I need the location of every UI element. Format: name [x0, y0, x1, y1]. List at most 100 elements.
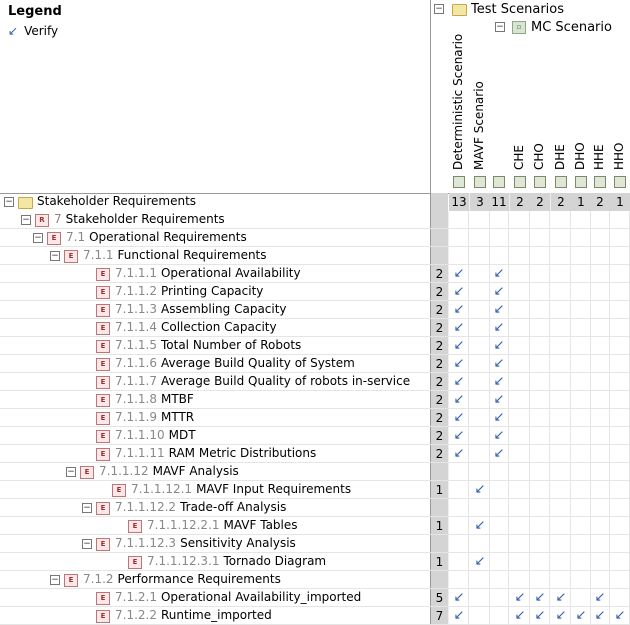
verify-arrow-icon[interactable]: ↙	[453, 374, 465, 389]
requirement-label[interactable]: 7.1.1.2 Printing Capacity	[115, 284, 263, 298]
verify-arrow-icon[interactable]: ↙	[453, 446, 465, 461]
verify-arrow-icon[interactable]: ↙	[453, 590, 465, 605]
collapse-icon[interactable]: −	[33, 233, 43, 243]
requirement-row[interactable]: E 7.1.1.12.2.1 MAVF Tables 1 ↙	[0, 517, 630, 535]
collapse-icon[interactable]: −	[82, 539, 92, 549]
tree-root-label[interactable]: Stakeholder Requirements	[37, 194, 197, 208]
requirement-label[interactable]: 7 Stakeholder Requirements	[54, 212, 225, 226]
column-header[interactable]: CHE	[512, 145, 526, 170]
verify-arrow-icon[interactable]: ↙	[493, 410, 505, 425]
requirement-row[interactable]: E 7.1.1.8 MTBF 2 ↙ ↙	[0, 391, 630, 409]
column-header[interactable]: MAVF Scenario	[472, 81, 486, 170]
column-header[interactable]: DHE	[553, 144, 567, 170]
verify-arrow-icon[interactable]: ↙	[453, 356, 465, 371]
requirement-label[interactable]: 7.1.1.1 Operational Availability	[115, 266, 301, 280]
requirement-row[interactable]: E 7.1.1.2 Printing Capacity 2 ↙ ↙	[0, 283, 630, 301]
requirement-row[interactable]: E 7.1.1.10 MDT 2 ↙ ↙	[0, 427, 630, 445]
column-header[interactable]: CHO	[532, 143, 546, 170]
requirement-label[interactable]: 7.1.1.12.1 MAVF Input Requirements	[131, 482, 351, 496]
verify-arrow-icon[interactable]: ↙	[453, 608, 465, 623]
verify-arrow-icon[interactable]: ↙	[575, 608, 587, 623]
requirement-label[interactable]: 7.1.1.12 MAVF Analysis	[99, 464, 239, 478]
collapse-test-scenarios-icon[interactable]: −	[434, 4, 444, 14]
requirement-row[interactable]: E 7.1.1.12.3.1 Tornado Diagram 1 ↙	[0, 553, 630, 571]
requirement-label[interactable]: 7.1.2.1 Operational Availability_imported	[115, 590, 361, 604]
requirement-label[interactable]: 7.1 Operational Requirements	[66, 230, 247, 244]
requirement-label[interactable]: 7.1.2 Performance Requirements	[83, 572, 281, 586]
verify-arrow-icon[interactable]: ↙	[493, 338, 505, 353]
collapse-icon[interactable]: −	[50, 575, 60, 585]
column-header[interactable]: Deterministic Scenario	[451, 33, 465, 170]
column-header[interactable]: HHE	[592, 144, 606, 170]
requirement-label[interactable]: 7.1.1.10 MDT	[115, 428, 196, 442]
requirement-row[interactable]: E 7.1.1.1 Operational Availability 2 ↙ ↙	[0, 265, 630, 283]
test-scenarios-label[interactable]: Test Scenarios	[471, 2, 565, 17]
verify-arrow-icon[interactable]: ↙	[453, 338, 465, 353]
verify-arrow-icon[interactable]: ↙	[493, 428, 505, 443]
verify-arrow-icon[interactable]: ↙	[453, 284, 465, 299]
verify-arrow-icon[interactable]: ↙	[493, 302, 505, 317]
verify-arrow-icon[interactable]: ↙	[474, 482, 486, 497]
requirement-label[interactable]: 7.1.1.12.3.1 Tornado Diagram	[147, 554, 326, 568]
verify-arrow-icon[interactable]: ↙	[534, 608, 546, 623]
collapse-icon[interactable]: −	[82, 503, 92, 513]
verify-arrow-icon[interactable]: ↙	[555, 590, 567, 605]
requirement-row[interactable]: − E 7.1.2 Performance Requirements	[0, 571, 630, 589]
verify-arrow-icon[interactable]: ↙	[453, 410, 465, 425]
verify-arrow-icon[interactable]: ↙	[453, 302, 465, 317]
verify-arrow-icon[interactable]: ↙	[555, 608, 567, 623]
requirement-label[interactable]: 7.1.1.7 Average Build Quality of robots i…	[115, 374, 410, 388]
verify-arrow-icon[interactable]: ↙	[493, 374, 505, 389]
requirement-label[interactable]: 7.1.1.4 Collection Capacity	[115, 320, 277, 334]
verify-arrow-icon[interactable]: ↙	[493, 266, 505, 281]
requirement-row[interactable]: − E 7.1 Operational Requirements	[0, 229, 630, 247]
verify-arrow-icon[interactable]: ↙	[453, 266, 465, 281]
requirement-row[interactable]: E 7.1.1.5 Total Number of Robots 2 ↙ ↙	[0, 337, 630, 355]
verify-arrow-icon[interactable]: ↙	[594, 590, 606, 605]
requirement-label[interactable]: 7.1.1.9 MTTR	[115, 410, 194, 424]
requirement-row[interactable]: − R 7 Stakeholder Requirements	[0, 211, 630, 229]
verify-arrow-icon[interactable]: ↙	[453, 392, 465, 407]
requirement-row[interactable]: − E 7.1.1 Functional Requirements	[0, 247, 630, 265]
collapse-mc-scenario-icon[interactable]: −	[495, 22, 505, 32]
requirement-label[interactable]: 7.1.1.8 MTBF	[115, 392, 194, 406]
collapse-root-icon[interactable]: −	[4, 197, 14, 207]
requirement-label[interactable]: 7.1.1.12.2 Trade-off Analysis	[115, 500, 286, 514]
collapse-icon[interactable]: −	[21, 215, 31, 225]
requirement-label[interactable]: 7.1.1.3 Assembling Capacity	[115, 302, 287, 316]
verify-arrow-icon[interactable]: ↙	[493, 284, 505, 299]
verify-arrow-icon[interactable]: ↙	[474, 518, 486, 533]
verify-arrow-icon[interactable]: ↙	[614, 608, 626, 623]
verify-arrow-icon[interactable]: ↙	[493, 392, 505, 407]
verify-arrow-icon[interactable]: ↙	[453, 320, 465, 335]
requirement-label[interactable]: 7.1.2.2 Runtime_imported	[115, 608, 272, 622]
column-header[interactable]: DHO	[573, 142, 587, 170]
requirement-row[interactable]: − E 7.1.1.12 MAVF Analysis	[0, 463, 630, 481]
verify-arrow-icon[interactable]: ↙	[453, 428, 465, 443]
requirement-label[interactable]: 7.1.1.12.2.1 MAVF Tables	[147, 518, 298, 532]
requirement-row[interactable]: − E 7.1.1.12.3 Sensitivity Analysis	[0, 535, 630, 553]
collapse-icon[interactable]: −	[50, 251, 60, 261]
requirement-label[interactable]: 7.1.1.6 Average Build Quality of System	[115, 356, 355, 370]
requirement-row[interactable]: E 7.1.1.7 Average Build Quality of robots …	[0, 373, 630, 391]
requirement-row[interactable]: E 7.1.1.4 Collection Capacity 2 ↙ ↙	[0, 319, 630, 337]
verify-arrow-icon[interactable]: ↙	[514, 608, 526, 623]
requirement-row[interactable]: E 7.1.1.3 Assembling Capacity 2 ↙ ↙	[0, 301, 630, 319]
requirement-label[interactable]: 7.1.1.5 Total Number of Robots	[115, 338, 301, 352]
verify-arrow-icon[interactable]: ↙	[594, 608, 606, 623]
requirement-row[interactable]: E 7.1.2.1 Operational Availability_importe…	[0, 589, 630, 607]
collapse-icon[interactable]: −	[66, 467, 76, 477]
requirement-row[interactable]: E 7.1.1.12.1 MAVF Input Requirements 1 ↙	[0, 481, 630, 499]
requirement-row[interactable]: E 7.1.2.2 Runtime_imported 7 ↙ ↙ ↙ ↙ ↙ ↙ ↙	[0, 607, 630, 625]
requirement-row[interactable]: E 7.1.1.9 MTTR 2 ↙ ↙	[0, 409, 630, 427]
requirement-row[interactable]: E 7.1.1.11 RAM Metric Distributions 2 ↙ ↙	[0, 445, 630, 463]
verify-arrow-icon[interactable]: ↙	[493, 356, 505, 371]
verify-arrow-icon[interactable]: ↙	[474, 554, 486, 569]
requirement-row[interactable]: E 7.1.1.6 Average Build Quality of System 2…	[0, 355, 630, 373]
verify-arrow-icon[interactable]: ↙	[534, 590, 546, 605]
column-header[interactable]: HHO	[612, 142, 626, 171]
verify-arrow-icon[interactable]: ↙	[514, 590, 526, 605]
verify-arrow-icon[interactable]: ↙	[493, 446, 505, 461]
requirement-label[interactable]: 7.1.1.12.3 Sensitivity Analysis	[115, 536, 296, 550]
requirement-label[interactable]: 7.1.1.11 RAM Metric Distributions	[115, 446, 316, 460]
